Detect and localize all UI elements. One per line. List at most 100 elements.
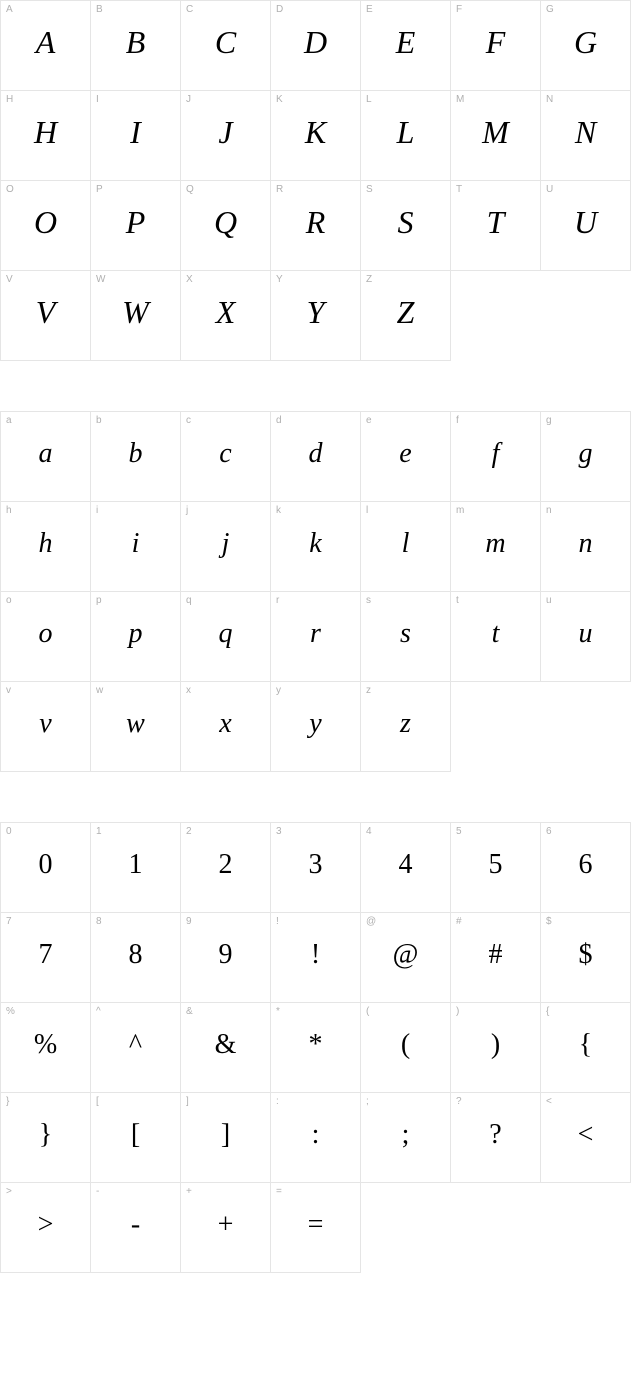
glyph-label: 7 [6, 916, 12, 927]
glyph-label: 8 [96, 916, 102, 927]
glyph-cell: VV [1, 271, 91, 361]
glyph-cell: {{ [541, 1003, 631, 1093]
glyph-cell: CC [181, 1, 271, 91]
glyph-label: 9 [186, 916, 192, 927]
glyph-label: r [276, 595, 279, 606]
glyph-cell: 00 [1, 823, 91, 913]
glyph-cell: cc [181, 412, 271, 502]
glyph-cell: mm [451, 502, 541, 592]
glyph-cell: )) [451, 1003, 541, 1093]
glyph-character: G [574, 23, 597, 60]
glyph-character: R [306, 203, 326, 240]
glyph-label: c [186, 415, 191, 426]
glyph-label: * [276, 1006, 280, 1017]
glyph-cell: ?? [451, 1093, 541, 1183]
glyph-label: { [546, 1006, 549, 1017]
glyph-character: D [304, 23, 327, 60]
glyph-label: 6 [546, 826, 552, 837]
character-grid: aabbccddeeffgghhiijjkkllmmnnooppqqrrsstt… [0, 411, 631, 772]
glyph-label: a [6, 415, 12, 426]
glyph-label: d [276, 415, 282, 426]
glyph-cell: OO [1, 181, 91, 271]
glyph-label: ^ [96, 1006, 101, 1017]
glyph-character: d [309, 437, 323, 469]
glyph-character: ] [221, 1118, 230, 1150]
glyph-cell: ++ [181, 1183, 271, 1273]
glyph-cell: bb [91, 412, 181, 502]
glyph-character: > [38, 1208, 54, 1240]
glyph-character: C [215, 23, 236, 60]
empty-cell [451, 1183, 541, 1273]
glyph-label: O [6, 184, 14, 195]
glyph-cell: $$ [541, 913, 631, 1003]
glyph-cell: :: [271, 1093, 361, 1183]
glyph-label: + [186, 1186, 192, 1197]
glyph-cell: zz [361, 682, 451, 772]
glyph-label: ( [366, 1006, 369, 1017]
glyph-label: X [186, 274, 193, 285]
glyph-cell: }} [1, 1093, 91, 1183]
glyph-cell: pp [91, 592, 181, 682]
glyph-label: N [546, 94, 553, 105]
glyph-label: s [366, 595, 371, 606]
glyph-label: Z [366, 274, 372, 285]
glyph-character: e [399, 437, 411, 469]
glyph-character: 7 [39, 938, 53, 970]
glyph-character: S [398, 203, 414, 240]
glyph-label: ? [456, 1096, 462, 1107]
glyph-label: 0 [6, 826, 12, 837]
glyph-cell: JJ [181, 91, 271, 181]
glyph-label: F [456, 4, 462, 15]
glyph-label: 2 [186, 826, 192, 837]
glyph-label: j [186, 505, 188, 516]
glyph-label: o [6, 595, 12, 606]
glyph-label: = [276, 1186, 282, 1197]
glyph-label: : [276, 1096, 279, 1107]
glyph-cell: oo [1, 592, 91, 682]
glyph-label: l [366, 505, 368, 516]
glyph-character: < [578, 1118, 594, 1150]
glyph-label: y [276, 685, 281, 696]
character-grid: AABBCCDDEEFFGGHHIIJJKKLLMMNNOOPPQQRRSSTT… [0, 0, 631, 361]
glyph-label: C [186, 4, 193, 15]
glyph-character: z [400, 707, 411, 739]
glyph-label: p [96, 595, 102, 606]
glyph-character: $ [579, 938, 593, 970]
glyph-cell: ee [361, 412, 451, 502]
glyph-character: x [219, 707, 231, 739]
glyph-character: = [308, 1208, 324, 1240]
glyph-label: 3 [276, 826, 282, 837]
glyph-character: K [305, 113, 326, 150]
glyph-label: 5 [456, 826, 462, 837]
glyph-cell: 88 [91, 913, 181, 1003]
glyph-character: # [489, 938, 503, 970]
glyph-cell: 11 [91, 823, 181, 913]
glyph-label: E [366, 4, 373, 15]
glyph-label: f [456, 415, 459, 426]
glyph-label: L [366, 94, 372, 105]
glyph-character: } [39, 1118, 52, 1150]
glyph-cell: 77 [1, 913, 91, 1003]
glyph-cell: ;; [361, 1093, 451, 1183]
glyph-cell: 66 [541, 823, 631, 913]
glyph-character: y [309, 707, 321, 739]
glyph-cell: jj [181, 502, 271, 592]
glyph-label: ] [186, 1096, 189, 1107]
glyph-cell: PP [91, 181, 181, 271]
glyph-character: r [310, 617, 321, 649]
glyph-cell: rr [271, 592, 361, 682]
glyph-character: [ [131, 1118, 140, 1150]
glyph-label: Q [186, 184, 194, 195]
glyph-character: * [309, 1028, 323, 1060]
empty-cell [451, 271, 541, 361]
glyph-label: B [96, 4, 103, 15]
glyph-cell: %% [1, 1003, 91, 1093]
glyph-character: { [579, 1028, 592, 1060]
glyph-character: ( [401, 1028, 410, 1060]
glyph-label: 1 [96, 826, 102, 837]
glyph-cell: ff [451, 412, 541, 502]
glyph-cell: KK [271, 91, 361, 181]
glyph-label: b [96, 415, 102, 426]
glyph-cell: hh [1, 502, 91, 592]
glyph-label: $ [546, 916, 552, 927]
